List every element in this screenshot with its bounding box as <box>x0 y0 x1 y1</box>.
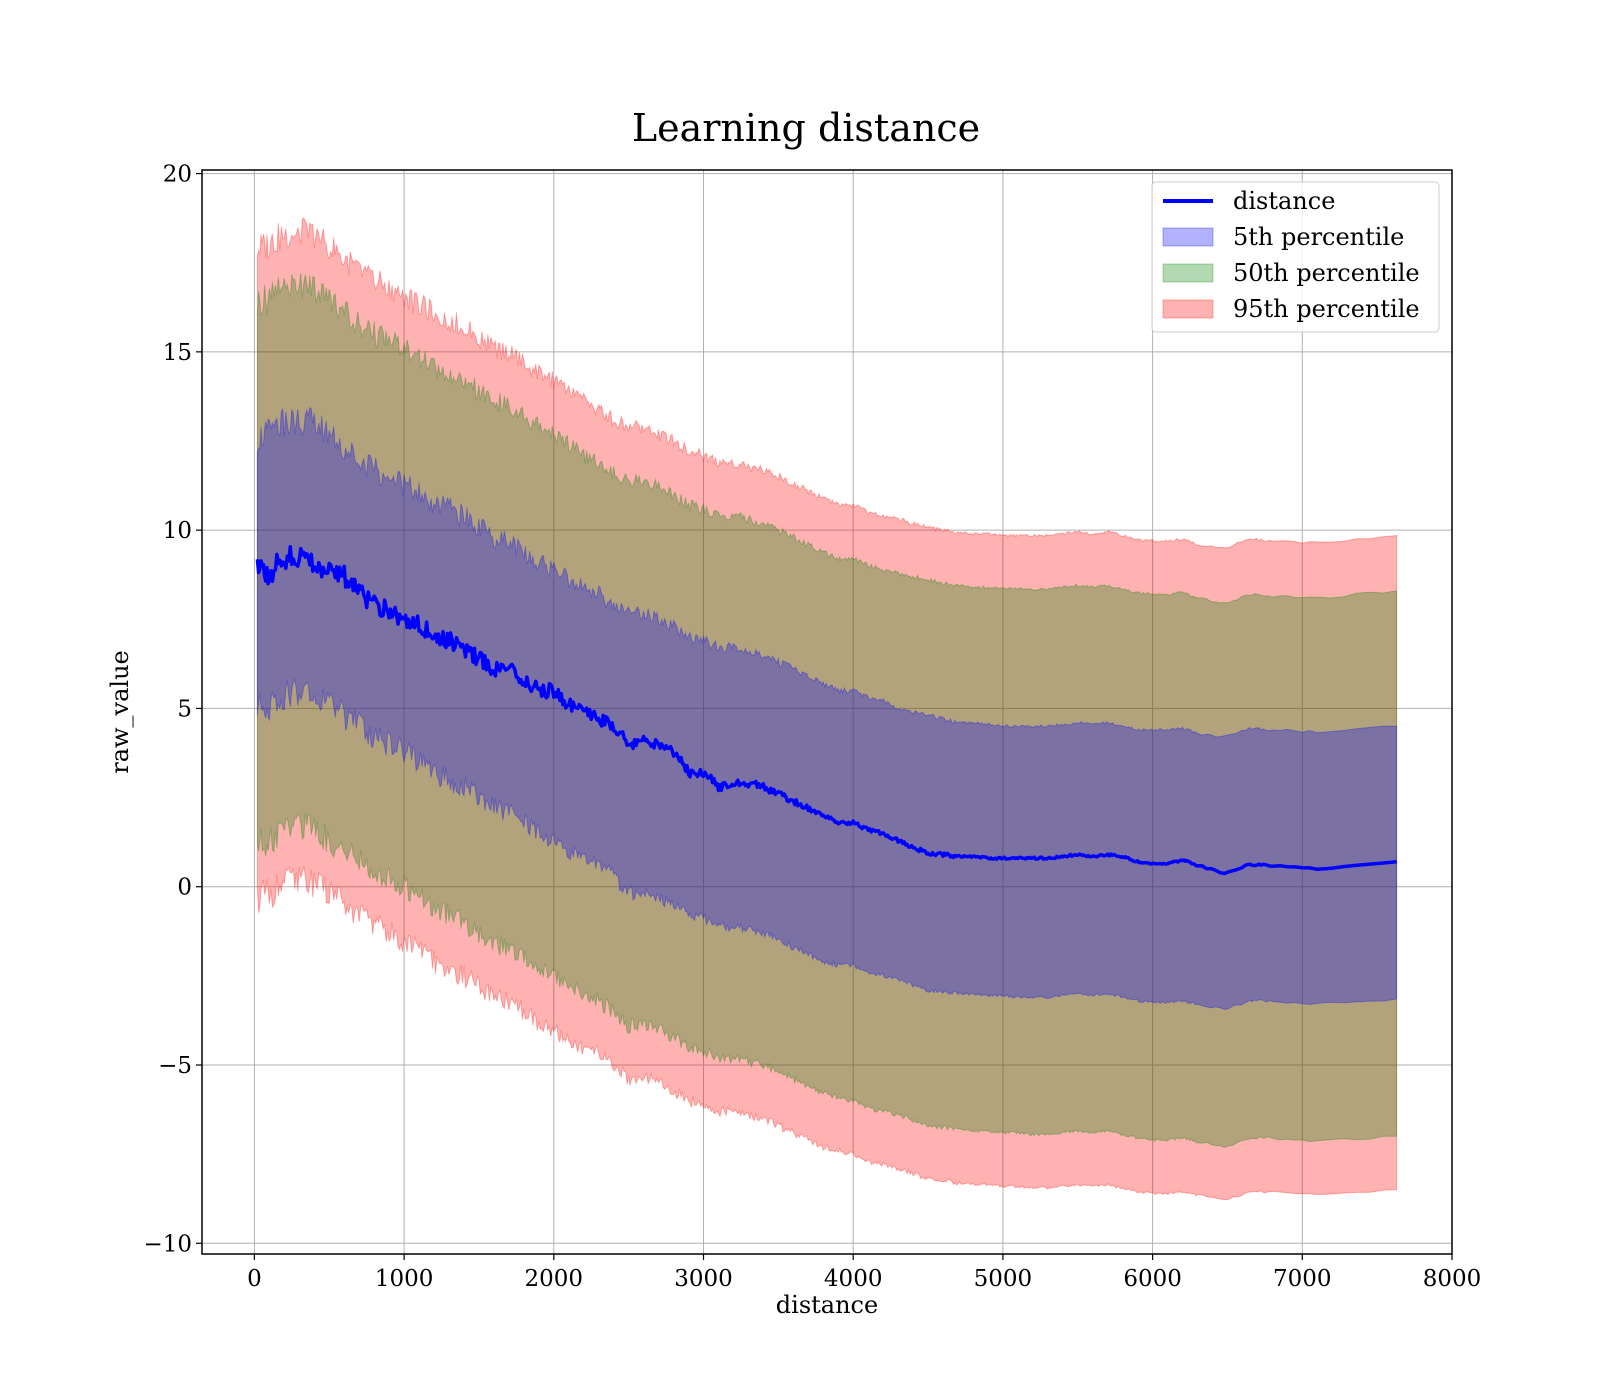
x-tick-label-4: 4000 <box>824 1266 883 1292</box>
chart-title: Learning distance <box>632 106 980 150</box>
y-tick-label-0: −10 <box>143 1231 192 1257</box>
y-tick-label-2: 0 <box>177 875 192 901</box>
y-axis-ticks: −10 −5 0 5 10 15 20 <box>143 162 202 1257</box>
y-tick-label-3: 5 <box>177 696 192 722</box>
legend-label-distance: distance <box>1233 187 1335 215</box>
band-50th-percentile <box>256 273 1398 1149</box>
legend-patch-5th <box>1162 227 1214 247</box>
legend-patch-50th <box>1162 263 1214 283</box>
x-tick-label-2: 2000 <box>525 1266 584 1292</box>
x-tick-label-1: 1000 <box>375 1266 434 1292</box>
x-tick-label-5: 5000 <box>974 1266 1033 1292</box>
legend-box <box>1151 181 1440 333</box>
line-layer <box>255 544 1397 876</box>
x-tick-label-8: 8000 <box>1423 1266 1482 1292</box>
plot-frame <box>201 169 1453 1255</box>
x-tick-label-3: 3000 <box>674 1266 733 1292</box>
band-95th-percentile <box>256 217 1398 1201</box>
x-tick-label-6: 6000 <box>1123 1266 1182 1292</box>
legend-label-95th-percentile: 95th percentile <box>1233 295 1420 323</box>
band-5th-percentile <box>256 406 1398 1010</box>
y-tick-label-1: −5 <box>158 1053 192 1079</box>
x-axis-ticks: 0 1000 2000 3000 4000 5000 6000 7000 8000 <box>247 1254 1481 1292</box>
y-tick-label-5: 15 <box>163 340 192 366</box>
y-axis-label: raw_value <box>106 650 134 774</box>
series-line-distance <box>255 544 1397 876</box>
legend: distance 5th percentile 50th percentile … <box>1151 181 1440 333</box>
legend-label-50th-percentile: 50th percentile <box>1233 259 1420 287</box>
x-axis-label: distance <box>776 1291 878 1319</box>
legend-patch-95th <box>1162 299 1214 319</box>
y-tick-label-4: 10 <box>163 518 192 544</box>
x-tick-label-0: 0 <box>247 1266 262 1292</box>
band-layer <box>256 217 1398 1201</box>
legend-label-5th-percentile: 5th percentile <box>1233 223 1404 251</box>
y-tick-label-6: 20 <box>163 162 192 188</box>
x-tick-label-7: 7000 <box>1273 1266 1332 1292</box>
